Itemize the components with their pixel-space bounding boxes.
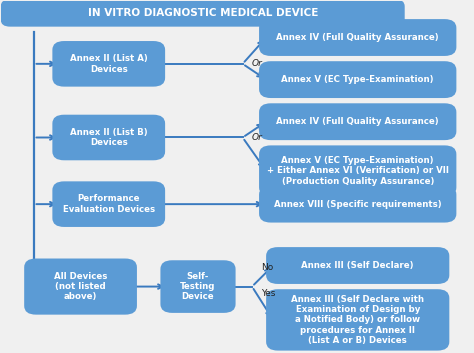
Text: Annex III (Self Declare with
Examination of Design by
a Notified Body) or follow: Annex III (Self Declare with Examination… [291, 295, 424, 345]
Text: Performance
Evaluation Devices: Performance Evaluation Devices [63, 195, 155, 214]
Text: Annex IV (Full Quality Assurance): Annex IV (Full Quality Assurance) [276, 117, 439, 126]
FancyBboxPatch shape [259, 19, 456, 56]
Text: Annex V (EC Type-Examination): Annex V (EC Type-Examination) [282, 75, 434, 84]
FancyBboxPatch shape [0, 0, 405, 27]
Text: Self-
Testing
Device: Self- Testing Device [180, 272, 216, 301]
FancyBboxPatch shape [160, 260, 236, 313]
FancyBboxPatch shape [52, 181, 165, 227]
Text: Annex II (List B)
Devices: Annex II (List B) Devices [70, 128, 147, 147]
FancyBboxPatch shape [24, 258, 137, 315]
FancyBboxPatch shape [266, 289, 449, 351]
Text: IN VITRO DIAGNOSTIC MEDICAL DEVICE: IN VITRO DIAGNOSTIC MEDICAL DEVICE [88, 8, 318, 18]
FancyBboxPatch shape [259, 186, 456, 222]
FancyBboxPatch shape [259, 145, 456, 196]
FancyBboxPatch shape [259, 61, 456, 98]
Text: No: No [262, 263, 273, 272]
Text: Annex V (EC Type-Examination)
+ Either Annex VI (Verification) or VII
(Productio: Annex V (EC Type-Examination) + Either A… [267, 156, 449, 186]
Text: All Devices
(not listed
above): All Devices (not listed above) [54, 272, 107, 301]
Text: Yes: Yes [262, 289, 276, 298]
FancyBboxPatch shape [259, 103, 456, 140]
Text: Or: Or [251, 133, 262, 142]
Text: Annex VIII (Specific requirements): Annex VIII (Specific requirements) [274, 200, 442, 209]
FancyBboxPatch shape [52, 115, 165, 160]
Text: Annex II (List A)
Devices: Annex II (List A) Devices [70, 54, 147, 73]
Text: Or: Or [251, 59, 262, 68]
Text: Annex III (Self Declare): Annex III (Self Declare) [301, 261, 414, 270]
FancyBboxPatch shape [52, 41, 165, 86]
Text: Annex IV (Full Quality Assurance): Annex IV (Full Quality Assurance) [276, 33, 439, 42]
FancyBboxPatch shape [266, 247, 449, 284]
